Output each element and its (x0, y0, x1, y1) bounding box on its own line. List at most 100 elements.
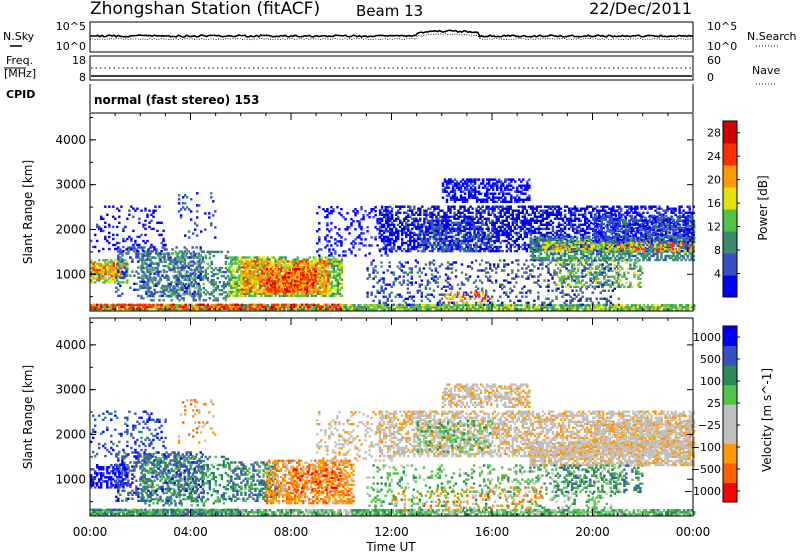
heatmap-cell (240, 256, 243, 259)
heatmap-cell (185, 274, 188, 277)
heatmap-cell (305, 270, 308, 273)
heatmap-cell (236, 266, 239, 269)
heatmap-cell (305, 292, 308, 295)
heatmap-cell (604, 306, 607, 309)
heatmap-cell (117, 288, 120, 291)
heatmap-cell (315, 264, 318, 267)
heatmap-cell (310, 266, 313, 269)
heatmap-cell (297, 278, 300, 281)
heatmap-cell (496, 308, 499, 311)
heatmap-cell (256, 256, 259, 259)
heatmap-cell (172, 303, 175, 306)
heatmap-cell (508, 308, 511, 311)
heatmap-cell (332, 286, 336, 289)
heatmap-cell (411, 306, 414, 309)
heatmap-cell (153, 284, 156, 287)
heatmap-cell (628, 308, 632, 311)
heatmap-cell (188, 293, 191, 296)
heatmap-cell (521, 205, 524, 208)
heatmap-cell (164, 243, 167, 247)
heatmap-cell (179, 208, 183, 211)
heatmap-cell (301, 292, 304, 295)
heatmap-cell (270, 278, 274, 281)
heatmap-cell (268, 307, 272, 310)
heatmap-cell (234, 278, 237, 281)
heatmap-cell (272, 256, 275, 259)
heatmap-cell (156, 305, 159, 308)
heatmap-cell (334, 260, 338, 263)
heatmap-cell (313, 264, 316, 267)
heatmap-cell (336, 258, 340, 261)
heatmap-cell (166, 308, 169, 311)
heatmap-cell (315, 305, 318, 308)
heatmap-cell (421, 205, 424, 208)
heatmap-cell (360, 226, 363, 229)
heatmap-cell (154, 256, 157, 260)
heatmap-cell (236, 305, 240, 308)
heatmap-cell (471, 207, 474, 210)
heatmap-cell (156, 272, 159, 276)
heatmap-cell (336, 290, 340, 293)
heatmap-cell (206, 279, 209, 282)
heatmap-cell (676, 308, 680, 311)
heatmap-cell (551, 221, 555, 224)
heatmap-cell (270, 305, 274, 308)
heatmap-cell (218, 268, 221, 272)
heatmap-cell (118, 215, 121, 218)
heatmap-cell (504, 308, 507, 311)
heatmap-cell (200, 230, 203, 233)
heatmap-cell (276, 260, 280, 263)
heatmap-cell (186, 277, 189, 280)
heatmap-cell (326, 234, 329, 237)
heatmap-cell (264, 294, 267, 297)
heatmap-cell (167, 290, 170, 293)
heatmap-cell (256, 280, 260, 283)
heatmap-cell (445, 308, 449, 311)
heatmap-cell (541, 233, 545, 237)
heatmap-cell (333, 303, 336, 306)
heatmap-cell (311, 264, 314, 267)
heatmap-cell (197, 282, 200, 285)
heatmap-cell (292, 288, 295, 291)
heatmap-cell (122, 265, 125, 268)
heatmap-cell (339, 305, 342, 308)
heatmap-cell (299, 266, 302, 269)
heatmap-cell (174, 291, 177, 294)
heatmap-cell (288, 276, 291, 279)
heatmap-cell (140, 308, 143, 311)
heatmap-cell (252, 272, 256, 275)
heatmap-cell (151, 280, 154, 283)
heatmap-cell (594, 308, 597, 311)
heatmap-cell (206, 262, 209, 266)
heatmap-cell (320, 256, 323, 259)
heatmap-cell (256, 258, 259, 261)
heatmap-cell (195, 246, 198, 249)
heatmap-cell (112, 261, 115, 264)
heatmap-cell (298, 268, 301, 271)
heatmap-cell (312, 280, 315, 283)
heatmap-cell (504, 304, 507, 307)
heatmap-cell (294, 258, 297, 261)
heatmap-cell (340, 236, 343, 239)
heatmap-cell (158, 307, 161, 310)
heatmap-cell (182, 252, 185, 256)
heatmap-cell (563, 225, 567, 229)
heatmap-cell (421, 308, 425, 311)
freq-tick-top: 18 (72, 54, 86, 67)
heatmap-cell (236, 292, 239, 295)
heatmap-cell (321, 274, 324, 277)
heatmap-cell (276, 284, 279, 287)
heatmap-cell (150, 295, 153, 298)
heatmap-cell (401, 304, 404, 307)
heatmap-cell (176, 289, 179, 292)
heatmap-cell (184, 293, 187, 296)
heatmap-cell (119, 276, 122, 279)
heatmap-cell (260, 274, 264, 277)
heatmap-cell (268, 286, 272, 289)
heatmap-cell (152, 299, 155, 302)
heatmap-cell (141, 246, 144, 249)
heatmap-cell (278, 264, 281, 267)
heatmap-cell (320, 282, 323, 285)
heatmap-cell (254, 278, 257, 281)
heatmap-cell (332, 260, 336, 263)
